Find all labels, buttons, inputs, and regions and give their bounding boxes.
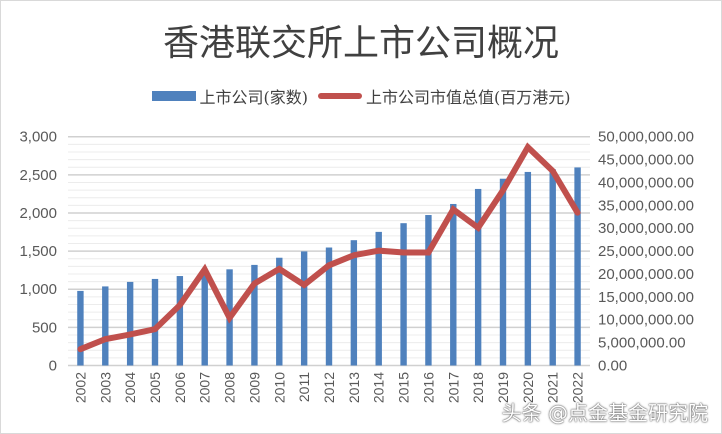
chart-title: 香港联交所上市公司概况 [162,23,559,64]
x-tick-label: 2006 [172,372,188,403]
x-tick-label: 2019 [495,372,511,403]
right-tick-label: 0.00 [598,358,627,375]
right-tick-label: 50,000,000.00 [598,129,694,146]
right-tick-label: 35,000,000.00 [598,197,694,214]
bar [425,215,432,366]
bar [126,281,134,366]
legend-label-line: 上市公司市值总值(百万港元) [366,88,571,107]
bar [549,169,556,366]
bar [77,290,84,366]
right-tick-label: 30,000,000.00 [598,220,694,237]
x-tick-label: 2022 [570,372,586,403]
x-tick-label: 2011 [296,372,312,402]
bar [201,270,208,366]
x-tick-label: 2003 [97,372,113,403]
right-tick-label: 45,000,000.00 [598,152,694,169]
bar [574,167,581,366]
x-tick-label: 2004 [122,372,138,403]
left-tick-label: 2,000 [19,205,57,222]
bar [151,278,159,366]
legend: 上市公司(家数) 上市公司市值总值(百万港元) [0,84,722,108]
x-tick-label: 2017 [445,372,461,403]
x-tick-label: 2013 [346,372,362,403]
right-tick-label: 5,000,000.00 [598,335,686,352]
watermark: 头条 @点金基金研究院 [501,401,708,425]
x-tick-label: 2009 [246,372,262,403]
bar [524,171,532,366]
left-tick-label: 500 [32,319,57,336]
right-tick-label: 40,000,000.00 [598,174,694,191]
bar [176,276,184,366]
x-tick-label: 2007 [197,372,213,403]
x-tick-label: 2012 [321,372,337,403]
bar [474,188,482,366]
x-tick-label: 2005 [147,372,163,403]
bar [276,257,283,366]
right-tick-label: 25,000,000.00 [598,243,694,260]
x-tick-label: 2021 [545,372,561,403]
left-tick-label: 2,500 [19,167,57,184]
right-tick-label: 15,000,000.00 [598,289,694,306]
left-tick-label: 0 [49,358,57,375]
left-tick-label: 1,000 [19,281,57,298]
bar [102,286,109,366]
bar [499,178,507,366]
x-tick-label: 2015 [396,372,412,403]
legend-item-line: 上市公司市值总值(百万港元) [318,84,571,108]
legend-label-bar: 上市公司(家数) [199,88,309,107]
x-tick-label: 2014 [371,372,387,403]
left-tick-label: 1,500 [19,243,57,260]
x-tick-label: 2016 [420,372,436,403]
bar [300,251,308,366]
bar [251,264,258,366]
right-tick-label: 20,000,000.00 [598,266,694,283]
right-tick-label: 10,000,000.00 [598,312,694,329]
left-tick-label: 3,000 [19,129,57,146]
legend-item-bar: 上市公司(家数) [151,84,309,108]
bar [400,223,407,366]
x-tick-label: 2018 [470,372,486,403]
bar [325,247,333,366]
x-tick-label: 2020 [520,372,536,403]
bar [375,231,382,366]
bar [450,203,457,366]
bar [350,240,358,366]
legend-swatch-line [318,93,362,99]
x-tick-label: 2002 [72,372,88,403]
legend-swatch-bar [151,91,196,101]
x-tick-label: 2008 [222,372,238,403]
x-tick-label: 2010 [271,372,287,403]
